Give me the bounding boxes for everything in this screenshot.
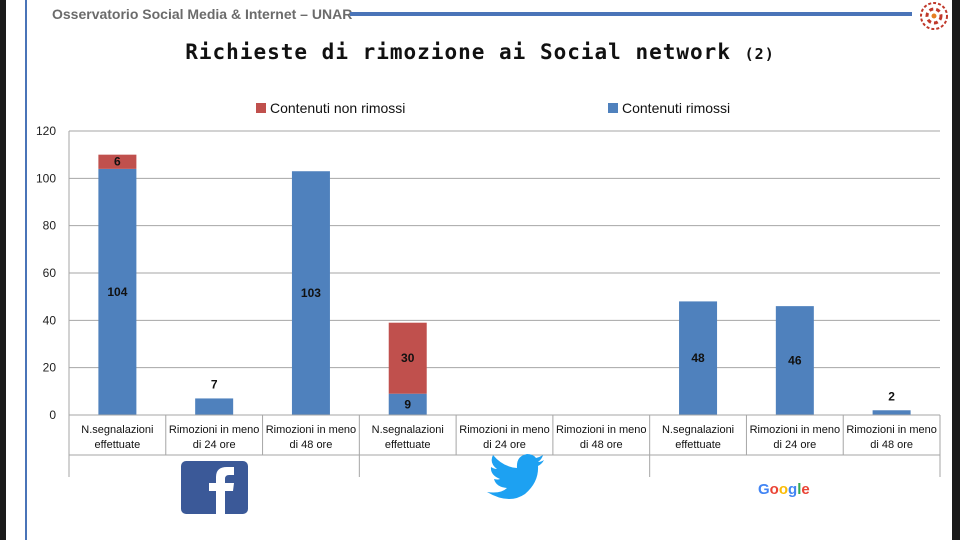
y-tick-label: 80: [43, 219, 57, 233]
x-category-label-line2: di 24 ore: [773, 439, 816, 451]
legend-swatch: [608, 103, 618, 113]
x-category-label-line1: Rimozioni in meno: [556, 424, 646, 436]
y-tick-label: 0: [49, 408, 56, 422]
x-category-label-line2: di 48 ore: [870, 439, 913, 451]
unar-logo-icon: [920, 2, 948, 30]
title-suffix: (2): [744, 45, 775, 63]
facebook-f-glyph: [209, 467, 234, 514]
bar-not-removed: [98, 154, 137, 169]
x-category-label-line2: effettuate: [95, 439, 141, 451]
data-label: 30: [401, 351, 415, 365]
header-accent-bar: [350, 12, 912, 16]
google-logo-icon: Google: [758, 481, 810, 498]
data-label: 9: [404, 397, 411, 411]
x-category-label-line1: N.segnalazioni: [662, 424, 734, 436]
bar-removed: [195, 398, 234, 415]
legend-label: Contenuti non rimossi: [270, 100, 405, 116]
right-frame-border: [952, 0, 960, 540]
y-tick-label: 120: [36, 124, 56, 138]
x-category-label-line2: di 48 ore: [580, 439, 623, 451]
x-category-label-line1: Rimozioni in meno: [846, 424, 936, 436]
x-category-label-line2: effettuate: [675, 439, 721, 451]
x-category-label-line1: Rimozioni in meno: [750, 424, 840, 436]
x-category-label-line1: Rimozioni in meno: [169, 424, 259, 436]
y-tick-label: 100: [36, 171, 56, 185]
x-category-label-line1: Rimozioni in meno: [459, 424, 549, 436]
left-accent-line: [25, 0, 27, 540]
x-category-label-line2: di 48 ore: [290, 439, 333, 451]
data-label: 7: [211, 377, 218, 391]
y-tick-label: 20: [43, 361, 57, 375]
bar-removed: [775, 306, 814, 415]
bar-removed: [98, 168, 137, 415]
data-label: 104: [107, 285, 127, 299]
data-label: 48: [691, 351, 705, 365]
bar-removed: [679, 301, 718, 415]
bar-removed: [291, 171, 330, 415]
page-title: Richieste di rimozione ai Social network…: [0, 40, 960, 64]
header-org: Osservatorio Social Media & Internet – U…: [52, 6, 353, 22]
x-category-label-line2: di 24 ore: [483, 439, 526, 451]
data-label: 103: [301, 286, 321, 300]
data-label: 6: [114, 155, 121, 169]
data-label: 2: [888, 389, 895, 403]
bar-not-removed: [388, 322, 427, 394]
x-category-label-line1: Rimozioni in meno: [266, 424, 356, 436]
twitter-bird-icon: [487, 454, 544, 500]
left-frame-border: [0, 0, 6, 540]
legend-label: Contenuti rimossi: [622, 100, 730, 116]
x-category-label-line1: N.segnalazioni: [372, 424, 444, 436]
legend-swatch: [256, 103, 266, 113]
x-category-label-line2: di 24 ore: [193, 439, 236, 451]
x-category-label-line1: N.segnalazioni: [81, 424, 153, 436]
y-tick-label: 60: [43, 266, 57, 280]
data-label: 46: [788, 354, 802, 368]
x-category-label-line2: effettuate: [385, 439, 431, 451]
bar-removed: [872, 410, 911, 415]
title-main: Richieste di rimozione ai Social network: [185, 40, 731, 64]
y-tick-label: 40: [43, 313, 57, 327]
bar-removed: [388, 393, 427, 415]
